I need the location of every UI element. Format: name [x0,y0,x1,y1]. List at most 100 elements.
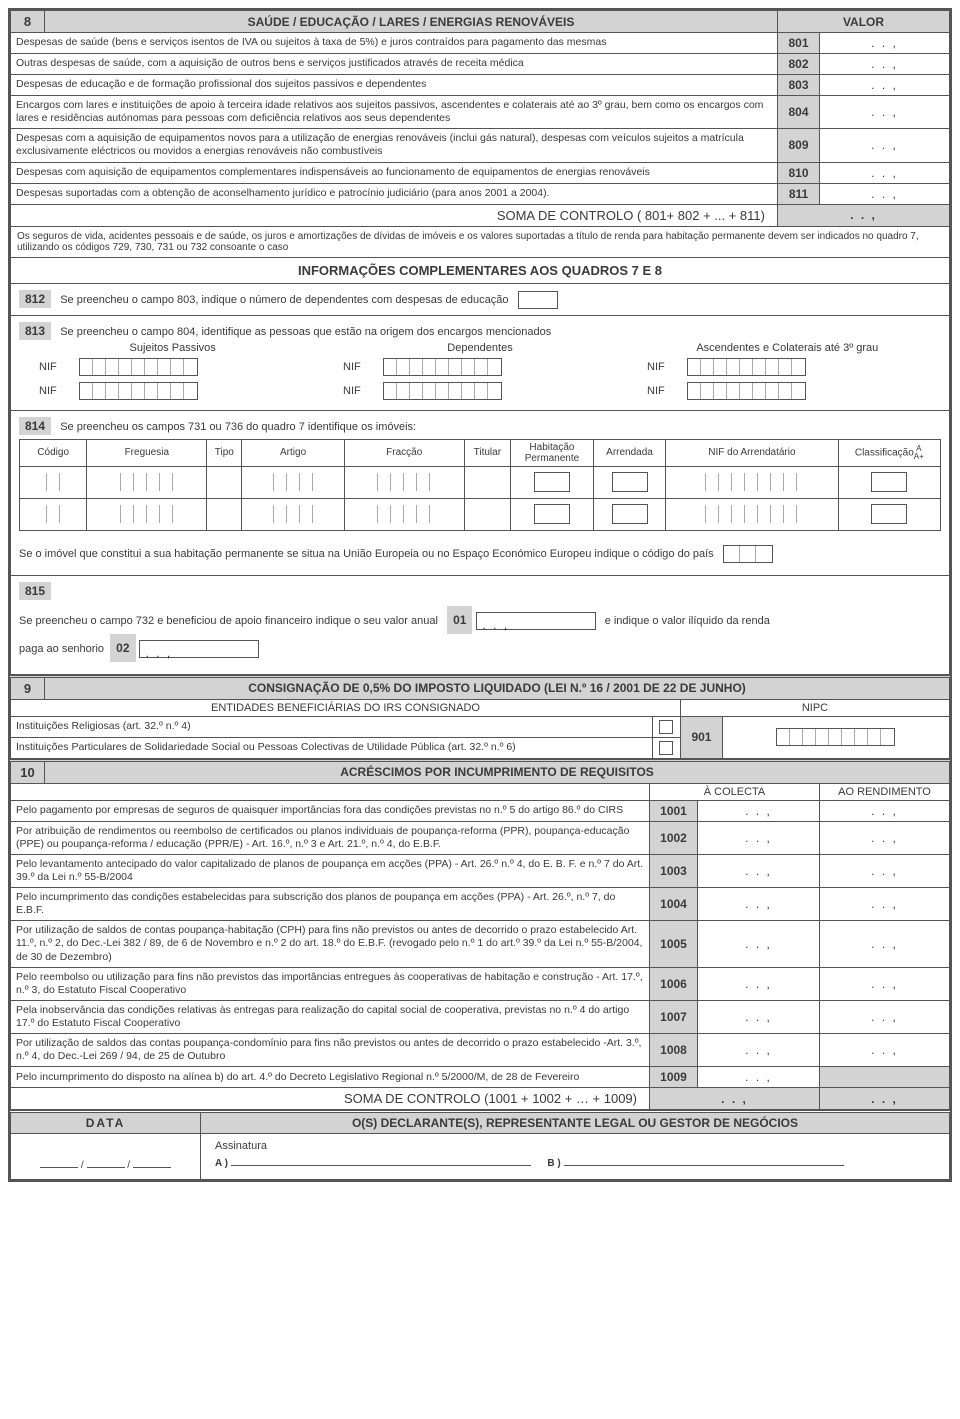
s8-code: 803 [778,75,820,96]
section-10-table: 10 ACRÉSCIMOS POR INCUMPRIMENTO DE REQUI… [10,759,950,1111]
section-10-col1: À COLECTA [650,783,820,800]
s10-rendimento-1001[interactable]: . . , [820,800,950,821]
s10-colecta-1006[interactable]: . . , [698,967,820,1000]
section-8-table: 8 SAÚDE / EDUCAÇÃO / LARES / ENERGIAS RE… [10,10,950,675]
nif-input[interactable] [687,358,806,376]
section-10-soma-colecta[interactable]: . . , [650,1088,820,1110]
signature-b[interactable] [564,1165,844,1166]
s10-colecta-1002[interactable]: . . , [698,821,820,854]
sig-a-label: A ) [215,1158,228,1169]
signature-a[interactable] [231,1165,531,1166]
section-9-nipc-hdr: NIPC [680,699,949,716]
t814-col: Arrendada [593,439,665,466]
s10-desc: Pelo incumprimento do disposto na alínea… [11,1067,650,1088]
s8-value-810[interactable]: . . , [820,162,950,183]
s8-code: 811 [778,183,820,204]
t814-col: NIF do Arrendatário [666,439,838,466]
nif-input[interactable] [687,382,806,400]
s8-value-801[interactable]: . . , [820,33,950,54]
s10-colecta-1009[interactable]: . . , [698,1067,820,1088]
s10-colecta-1007[interactable]: . . , [698,1000,820,1033]
s8-desc: Encargos com lares e instituições de apo… [11,96,778,129]
s10-rendimento-1003[interactable]: . . , [820,854,950,887]
s10-code: 1005 [650,921,698,967]
s10-colecta-1003[interactable]: . . , [698,854,820,887]
q815-num: 815 [19,582,51,600]
t814-col: ClassificaçãoAA+ [838,439,940,466]
s10-rendimento-1009[interactable] [820,1067,950,1088]
footer-ass: Assinatura [215,1140,935,1152]
section-10-soma-rendimento[interactable]: . . , [820,1088,950,1110]
s8-value-804[interactable]: . . , [820,96,950,129]
date-input[interactable]: / / [11,1134,201,1180]
s8-code: 804 [778,96,820,129]
s8-value-811[interactable]: . . , [820,183,950,204]
q815-code1: 01 [447,606,472,634]
section-8-note: Os seguros de vida, acidentes pessoais e… [11,226,950,257]
footer-decl-hdr: O(S) DECLARANTE(S), REPRESENTANTE LEGAL … [201,1112,950,1134]
s10-desc: Por utilização de saldos de contas poupa… [11,921,650,967]
s10-desc: Por utilização de saldos das contas poup… [11,1034,650,1067]
s8-desc: Despesas de educação e de formação profi… [11,75,778,96]
s8-code: 802 [778,54,820,75]
section-10-num: 10 [11,760,45,783]
t814-col: Tipo [207,439,242,466]
q815-text2: e indique o valor ilíquido da renda [605,615,770,627]
q813-col3: Ascendentes e Colaterais até 3º grau [634,342,941,354]
s10-desc: Pelo reembolso ou utilização para fins n… [11,967,650,1000]
s10-colecta-1005[interactable]: . . , [698,921,820,967]
q813-col2: Dependentes [326,342,633,354]
s8-value-802[interactable]: . . , [820,54,950,75]
q815-value2[interactable]: . . , [139,640,259,658]
nipc-input[interactable] [776,728,895,746]
q815-text3: paga ao senhorio [19,643,104,655]
q813: 813 Se preencheu o campo 804, identifiqu… [11,315,950,410]
s10-code: 1001 [650,800,698,821]
s10-rendimento-1005[interactable]: . . , [820,921,950,967]
nif-input[interactable] [79,358,198,376]
section-10-col2: AO RENDIMENTO [820,783,950,800]
table-row[interactable] [20,498,941,530]
q812-input[interactable] [518,291,558,309]
t814-col: Fracção [344,439,464,466]
s8-value-803[interactable]: . . , [820,75,950,96]
q814-text: Se preencheu os campos 731 ou 736 do qua… [60,421,416,433]
q815-value1[interactable]: . . , [476,612,596,630]
s8-code: 801 [778,33,820,54]
s10-rendimento-1007[interactable]: . . , [820,1000,950,1033]
section-8-soma-value[interactable]: . . , [778,204,950,226]
s10-rendimento-1002[interactable]: . . , [820,821,950,854]
sig-b-label: B ) [547,1158,560,1169]
country-code-input[interactable] [723,545,773,563]
q813-text: Se preencheu o campo 804, identifique as… [60,326,551,338]
s8-desc: Outras despesas de saúde, com a aquisiçã… [11,54,778,75]
section-9-row1: Instituições Religiosas (art. 32.º n.º 4… [11,716,653,737]
s10-colecta-1001[interactable]: . . , [698,800,820,821]
section-9-num: 9 [11,676,45,699]
s8-desc: Despesas suportadas com a obtenção de ac… [11,183,778,204]
s8-desc: Despesas com aquisição de equipamentos c… [11,162,778,183]
s10-desc: Pelo incumprimento das condições estabel… [11,888,650,921]
checkbox-ipss[interactable] [659,741,673,755]
section-10-title: ACRÉSCIMOS POR INCUMPRIMENTO DE REQUISIT… [45,760,950,783]
s10-colecta-1008[interactable]: . . , [698,1034,820,1067]
s8-desc: Despesas com a aquisição de equipamentos… [11,129,778,162]
s10-code: 1009 [650,1067,698,1088]
s8-code: 809 [778,129,820,162]
s10-rendimento-1006[interactable]: . . , [820,967,950,1000]
s10-desc: Por atribuição de rendimentos ou reembol… [11,821,650,854]
t814-col: HabitaçãoPermanente [511,439,594,466]
s10-colecta-1004[interactable]: . . , [698,888,820,921]
s10-rendimento-1008[interactable]: . . , [820,1034,950,1067]
nif-input[interactable] [383,382,502,400]
section-9-table: 9 CONSIGNAÇÃO DE 0,5% DO IMPOSTO LIQUIDA… [10,675,950,759]
q815: 815 Se preencheu o campo 732 e beneficio… [11,575,950,674]
checkbox-religiosas[interactable] [659,720,673,734]
s8-value-809[interactable]: . . , [820,129,950,162]
nif-input[interactable] [79,382,198,400]
section-8-title: SAÚDE / EDUCAÇÃO / LARES / ENERGIAS RENO… [45,11,778,33]
q814: 814 Se preencheu os campos 731 ou 736 do… [11,410,950,575]
nif-input[interactable] [383,358,502,376]
s10-rendimento-1004[interactable]: . . , [820,888,950,921]
table-row[interactable] [20,466,941,498]
